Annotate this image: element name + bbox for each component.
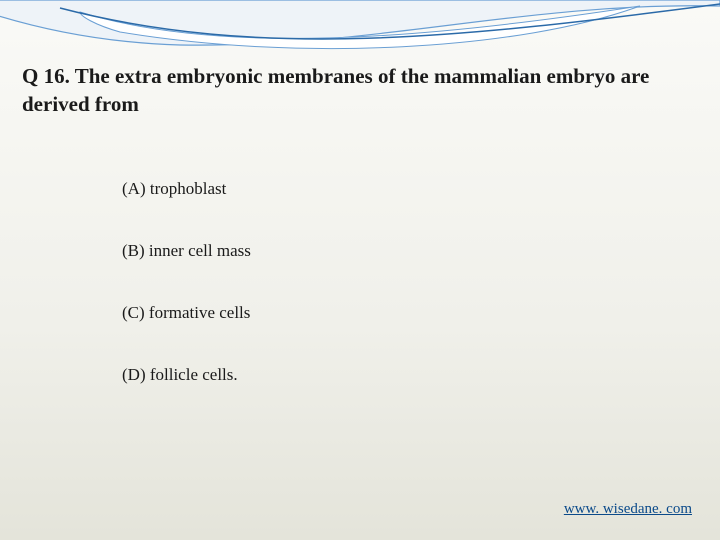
footer-link[interactable]: www. wisedane. com	[564, 501, 692, 518]
question-text: Q 16. The extra embryonic membranes of t…	[22, 62, 698, 119]
option-c: (C) formative cells	[122, 303, 698, 323]
option-d: (D) follicle cells.	[122, 365, 698, 385]
options-list: (A) trophoblast (B) inner cell mass (C) …	[122, 179, 698, 385]
option-a: (A) trophoblast	[122, 179, 698, 199]
decorative-swoosh	[0, 0, 720, 70]
slide-content: Q 16. The extra embryonic membranes of t…	[22, 62, 698, 427]
option-b: (B) inner cell mass	[122, 241, 698, 261]
